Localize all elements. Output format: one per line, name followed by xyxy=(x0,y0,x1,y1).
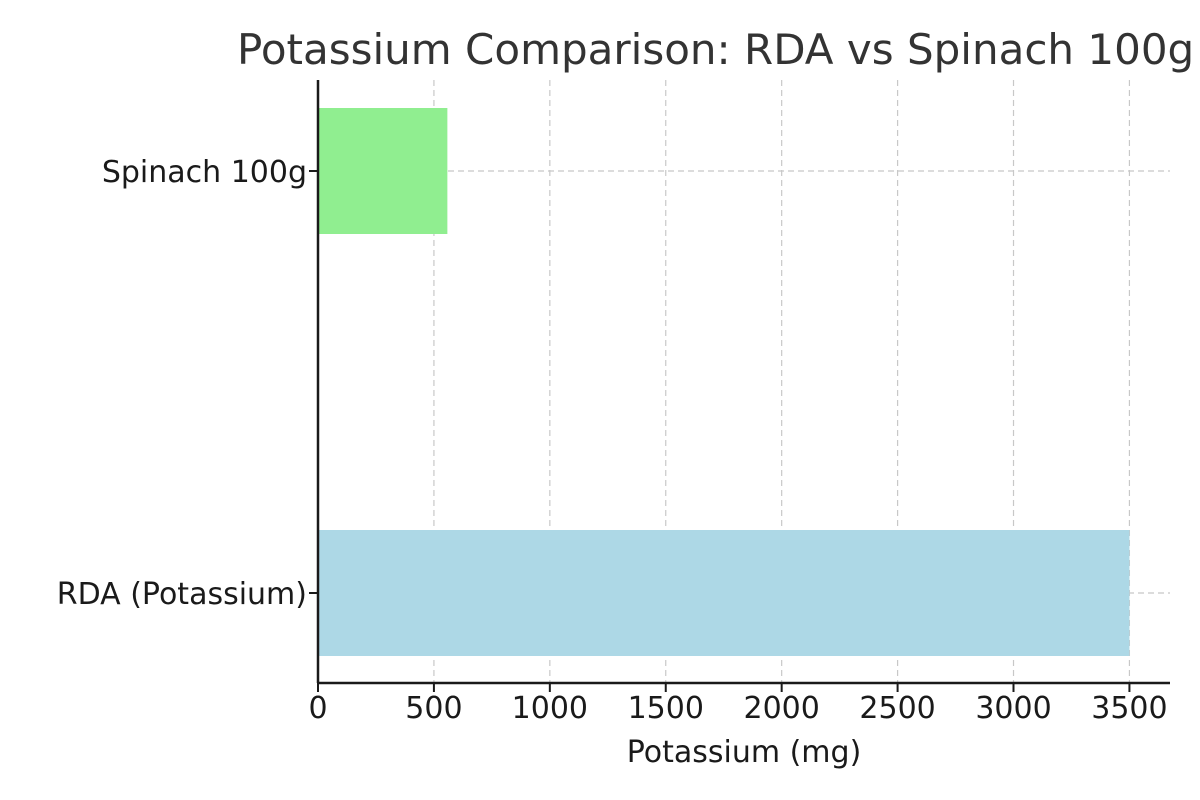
x-tick-label: 1000 xyxy=(512,691,588,726)
x-tick-label: 3000 xyxy=(975,691,1051,726)
y-category-label: RDA (Potassium) xyxy=(57,577,307,612)
axis-layer: 0 500 1000 1500 2000 2500 3000 3500 RDA (Potassi… xyxy=(57,80,1170,726)
bar-spinach-100g xyxy=(318,108,448,234)
x-tick-label: 2000 xyxy=(743,691,819,726)
bar-layer xyxy=(318,108,1130,656)
x-tick-label: 3500 xyxy=(1091,691,1167,726)
bar-rda-potassium xyxy=(318,530,1130,656)
grid-layer xyxy=(318,80,1170,683)
chart-title: Potassium Comparison: RDA vs Spinach 100… xyxy=(237,25,1194,74)
y-category-label: Spinach 100g xyxy=(102,155,307,190)
x-tick-label: 2500 xyxy=(859,691,935,726)
x-tick-label: 500 xyxy=(405,691,462,726)
x-tick-label: 0 xyxy=(308,691,327,726)
x-tick-label: 1500 xyxy=(628,691,704,726)
x-axis-label: Potassium (mg) xyxy=(627,735,862,770)
